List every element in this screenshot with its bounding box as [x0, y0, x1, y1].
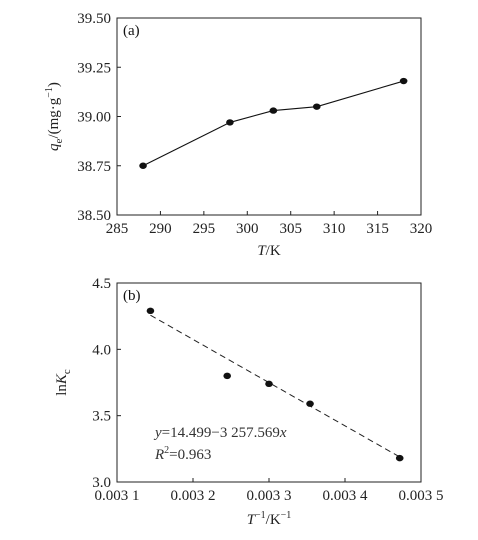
data-point: [312, 103, 321, 110]
y-tick-label: 39.50: [77, 11, 111, 27]
y-axis-title: qe/(mg·g−1): [44, 82, 65, 151]
data-point: [139, 162, 147, 169]
series-line: [142, 80, 404, 167]
panel-a: 285 290 295 300 305 310 315 320 38.50 38.75 39.00 3…: [44, 11, 432, 259]
fit-line: [150, 314, 400, 458]
data-point: [226, 119, 234, 126]
x-tick-label: 320: [410, 221, 433, 237]
x-tick-label: 305: [279, 221, 302, 237]
x-tick-label: 290: [149, 221, 172, 237]
y-tick-label: 38.50: [77, 208, 111, 224]
y-tick-label: 38.75: [77, 159, 111, 175]
data-point: [265, 380, 273, 388]
data-point: [306, 400, 314, 407]
x-tick-label: 310: [323, 221, 346, 237]
x-axis-title: T−1/K−1: [247, 510, 292, 528]
x-tick-label: 0.003 4: [323, 488, 369, 504]
data-point: [146, 307, 155, 315]
panel-label: (a): [123, 23, 140, 39]
y-tick-label: 4.5: [92, 276, 111, 292]
fit-r-squared: R2=0.963: [154, 445, 211, 463]
x-tick-label: 0.003 5: [399, 488, 444, 504]
data-point: [399, 77, 408, 85]
plot-frame: [116, 17, 422, 216]
data-point: [223, 372, 231, 380]
y-tick-label: 3.5: [92, 409, 111, 425]
x-tick-label: 0.003 2: [171, 488, 216, 504]
data-point: [269, 107, 278, 114]
data-point: [395, 454, 404, 462]
fit-equation: y=14.499−3 257.569x: [153, 425, 287, 441]
x-tick-label: 315: [366, 221, 389, 237]
y-tick-label: 4.0: [92, 342, 111, 358]
x-tick-label: 0.003 1: [95, 488, 140, 504]
y-tick-label: 3.0: [92, 475, 111, 491]
panel-b: 0.003 1 0.003 2 0.003 3 0.003 4 0.003 5 3.0 3.…: [54, 276, 444, 528]
x-tick-label: 295: [193, 221, 216, 237]
x-axis-title: T/K: [257, 243, 281, 259]
x-tick-label: 285: [106, 221, 129, 237]
y-axis-title: lnKc: [54, 369, 73, 396]
x-tick-label: 300: [236, 221, 259, 237]
x-tick-label: 0.003 3: [247, 488, 292, 504]
panel-label: (b): [123, 288, 141, 304]
y-tick-label: 39.00: [77, 110, 111, 126]
y-tick-label: 39.25: [77, 60, 111, 76]
